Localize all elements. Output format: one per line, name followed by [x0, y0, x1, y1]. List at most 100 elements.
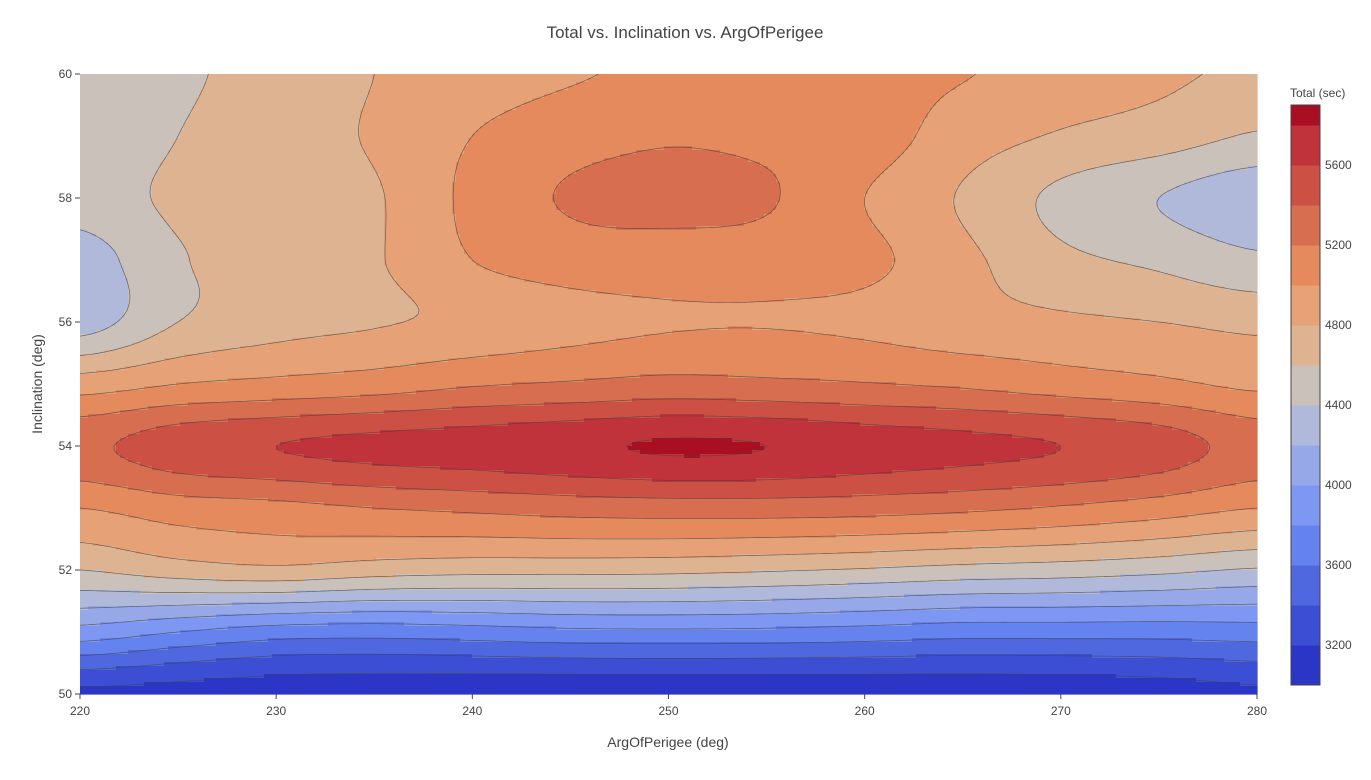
contour-cell	[692, 122, 697, 127]
contour-cell	[912, 82, 917, 87]
contour-cell	[516, 126, 521, 131]
contour-cell	[1184, 130, 1189, 135]
contour-cell	[944, 82, 949, 87]
contour-cell	[904, 102, 909, 107]
contour-cell	[524, 90, 529, 95]
contour-cell	[428, 114, 433, 119]
contour-cell	[152, 114, 157, 119]
contour-cell	[424, 126, 429, 131]
contour-cell	[616, 130, 621, 135]
contour-cell	[536, 90, 541, 95]
contour-cell	[556, 86, 561, 91]
contour-cell	[788, 86, 793, 91]
contour-cell	[348, 78, 353, 83]
contour-cell	[324, 118, 329, 123]
contour-cell	[844, 98, 849, 103]
contour-cell	[920, 82, 925, 87]
contour-cell	[96, 74, 101, 79]
contour-cell	[528, 82, 533, 87]
contour-cell	[580, 122, 585, 127]
contour-cell	[420, 86, 425, 91]
contour-cell	[1136, 122, 1141, 127]
contour-cell	[1072, 86, 1077, 91]
contour-cell	[1144, 74, 1149, 79]
contour-cell	[620, 126, 625, 131]
contour-cell	[376, 130, 381, 135]
contour-cell	[472, 74, 477, 79]
contour-cell	[724, 114, 729, 119]
contour-cell	[200, 126, 205, 131]
contour-cell	[724, 94, 729, 99]
contour-cell	[540, 118, 545, 123]
contour-cell	[388, 130, 393, 135]
contour-cell	[932, 74, 937, 79]
contour-cell	[524, 74, 529, 79]
contour-cell	[1156, 74, 1161, 79]
contour-cell	[1216, 110, 1221, 115]
contour-cell	[1016, 74, 1021, 79]
contour-cell	[136, 106, 141, 111]
contour-cell	[376, 78, 381, 83]
contour-cell	[1100, 106, 1105, 111]
contour-cell	[1008, 86, 1013, 91]
contour-cell	[676, 110, 681, 115]
contour-cell	[1004, 74, 1009, 79]
contour-cell	[204, 134, 209, 139]
contour-cell	[892, 118, 897, 123]
contour-cell	[96, 110, 101, 115]
contour-cell	[488, 122, 493, 127]
contour-cell	[420, 74, 425, 79]
contour-cell	[1120, 122, 1125, 127]
contour-cell	[664, 118, 669, 123]
contour-cell	[756, 118, 761, 123]
contour-cell	[980, 130, 985, 135]
contour-cell	[924, 130, 929, 135]
contour-cell	[468, 114, 473, 119]
contour-cell	[1164, 126, 1169, 131]
contour-cell	[608, 82, 613, 87]
contour-cell	[1112, 90, 1117, 95]
contour-cell	[184, 102, 189, 107]
contour-cell	[1168, 110, 1173, 115]
contour-cell	[1196, 90, 1201, 95]
contour-cell	[1108, 82, 1113, 87]
contour-cell	[376, 134, 381, 139]
contour-cell	[1252, 102, 1257, 107]
contour-cell	[1232, 126, 1237, 131]
contour-cell	[396, 78, 401, 83]
contour-cell	[820, 74, 825, 79]
contour-cell	[400, 90, 405, 95]
contour-cell	[772, 122, 777, 127]
contour-cell	[528, 94, 533, 99]
contour-cell	[1068, 86, 1073, 91]
contour-cell	[348, 90, 353, 95]
contour-cell	[384, 78, 389, 83]
contour-cell	[316, 74, 321, 79]
contour-cell	[1072, 102, 1077, 107]
contour-cell	[676, 102, 681, 107]
contour-cell	[1240, 98, 1245, 103]
contour-cell	[196, 114, 201, 119]
contour-cell	[564, 74, 569, 79]
contour-cell	[476, 82, 481, 87]
contour-cell	[960, 102, 965, 107]
contour-cell	[688, 126, 693, 131]
contour-cell	[748, 82, 753, 87]
contour-cell	[848, 74, 853, 79]
contour-cell	[188, 78, 193, 83]
plot-area[interactable]	[80, 74, 1258, 695]
contour-cell	[892, 98, 897, 103]
contour-cell	[1168, 82, 1173, 87]
contour-cell	[1052, 106, 1057, 111]
contour-cell	[676, 74, 681, 79]
contour-cell	[636, 118, 641, 123]
contour-cell	[308, 94, 313, 99]
contour-cell	[1000, 86, 1005, 91]
contour-cell	[1228, 110, 1233, 115]
contour-cell	[624, 130, 629, 135]
contour-cell	[128, 126, 133, 131]
contour-cell	[848, 86, 853, 91]
contour-cell	[1048, 118, 1053, 123]
contour-cell	[668, 74, 673, 79]
contour-cell	[556, 78, 561, 83]
